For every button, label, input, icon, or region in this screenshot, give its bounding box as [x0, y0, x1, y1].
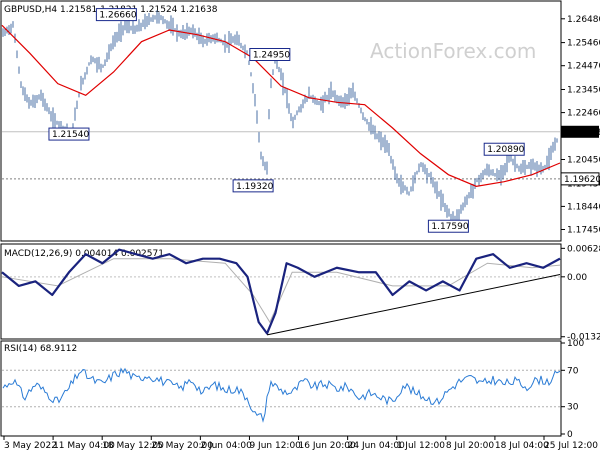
x-tick-label: 1 Jul 12:00 — [397, 441, 446, 450]
y-tick-label: 1.18440 — [567, 202, 600, 212]
watermark: ActionForex.com — [370, 39, 536, 63]
level-marker-box — [560, 172, 600, 186]
current-price-label: 1.21638 — [564, 128, 600, 138]
macd-title: MACD(12,26,9) 0.004014 0.002571 — [4, 249, 164, 259]
x-tick-label: 24 Jun 04:00 — [348, 441, 405, 450]
rsi-panel — [0, 340, 562, 437]
moving-average-line — [1, 24, 561, 187]
chart-marks: 1.26480 1.25460 1.24470 1.23450 1.22460 1.204… — [1, 8, 600, 450]
y-tick-label: 1.23450 — [567, 86, 600, 96]
y-tick-label: 1.24470 — [567, 62, 600, 72]
price-label-box — [232, 179, 274, 193]
main-panel — [0, 0, 562, 242]
x-tick-label: 25 May 20:00 — [151, 441, 213, 450]
y-tick-label: 1.20450 — [567, 156, 600, 166]
rsi-y-tick-label: 0 — [567, 430, 573, 440]
price-label-box — [427, 219, 469, 233]
price-label-box — [483, 142, 525, 156]
rsi-y-tick-label: 30 — [567, 403, 579, 413]
price-label: 1.26660 — [99, 11, 136, 21]
price-label-box — [48, 127, 90, 141]
x-tick-label: 8 Jul 20:00 — [446, 441, 495, 450]
x-tick-label: 25 Jul 12:00 — [544, 441, 598, 450]
x-tick-label: 11 May 04:00 — [53, 441, 115, 450]
y-tick-label: 1.26480 — [567, 15, 600, 25]
price-label: 1.20890 — [487, 145, 524, 155]
rsi-y-tick-label: 100 — [567, 339, 584, 349]
x-tick-label: 2 Jun 04:00 — [200, 441, 252, 450]
price-label-box — [249, 48, 291, 61]
x-tick-label: 18 Jul 04:00 — [495, 441, 549, 450]
current-price-box — [561, 125, 599, 138]
x-tick-label: 9 Jun 12:00 — [249, 441, 301, 450]
price-label: 1.17590 — [431, 222, 468, 232]
macd-signal-line — [1, 258, 561, 324]
macd-y-tick-label: 0.00 — [567, 273, 587, 283]
macd-main-line — [1, 248, 561, 335]
price-label: 1.19320 — [236, 182, 273, 192]
macd-y-tick-label: -0.013223 — [567, 333, 600, 343]
macd-panel — [0, 243, 562, 340]
price-label-box — [95, 8, 137, 22]
rsi-line — [2, 367, 561, 423]
rsi-title: RSI(14) 68.9112 — [4, 344, 77, 354]
price-label: 1.24950 — [253, 51, 290, 61]
macd-trendline — [266, 274, 561, 336]
x-tick-label: 18 May 12:00 — [102, 441, 164, 450]
macd-y-tick-label: 0.006285 — [567, 244, 600, 254]
y-tick-label: 1.25460 — [567, 39, 600, 49]
y-tick-label: 1.17450 — [567, 226, 600, 236]
price-label: 1.21540 — [52, 130, 89, 140]
x-tick-label: 16 Jun 20:00 — [299, 441, 356, 450]
y-tick-label: 1.22460 — [567, 109, 600, 119]
x-tick-label: 3 May 2022 — [4, 441, 57, 450]
rsi-y-tick-label: 70 — [567, 366, 579, 376]
level-marker-label: 1.19620 — [564, 175, 600, 185]
